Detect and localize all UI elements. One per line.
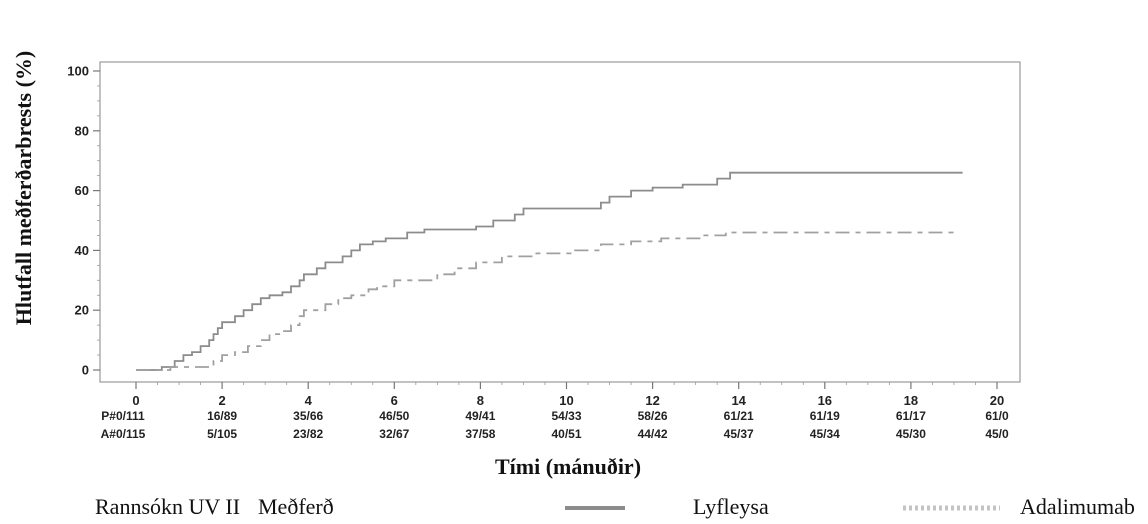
legend: Rannsókn UV II Meðferð Lyfleysa Adalimum… — [95, 494, 1135, 519]
risk-adalimumab-9: 45/30 — [896, 427, 926, 441]
legend-treatment-label: Meðferð — [258, 494, 334, 519]
risk-placebo-3: 46/50 — [379, 409, 409, 423]
series-line-adalimumab — [136, 231, 954, 371]
risk-placebo-prefix: P# — [101, 409, 116, 423]
x-tick-label-10: 10 — [559, 393, 573, 408]
x-tick-label-0: 0 — [132, 393, 139, 408]
x-tick-label-12: 12 — [645, 393, 659, 408]
risk-placebo-5: 54/33 — [551, 409, 581, 423]
x-tick-label-4: 4 — [305, 393, 313, 408]
risk-placebo-0: P#0/111 — [101, 409, 145, 423]
legend-placebo-label: Lyfleysa — [693, 494, 769, 519]
risk-adalimumab-prefix: A# — [101, 427, 117, 441]
risk-placebo-1: 16/89 — [207, 409, 237, 423]
risk-adalimumab-2: 23/82 — [293, 427, 323, 441]
risk-placebo-4: 49/41 — [465, 409, 495, 423]
risk-adalimumab-8: 45/34 — [810, 427, 840, 441]
x-tick-label-18: 18 — [904, 393, 918, 408]
risk-adalimumab-6: 44/42 — [638, 427, 668, 441]
x-tick-label-14: 14 — [731, 393, 746, 408]
risk-placebo-7: 61/21 — [724, 409, 754, 423]
risk-adalimumab-4: 37/58 — [465, 427, 495, 441]
series-layer — [136, 171, 963, 371]
risk-adalimumab-5: 40/51 — [551, 427, 581, 441]
series-line-lyfleysa — [136, 171, 963, 371]
risk-placebo-2: 35/66 — [293, 409, 323, 423]
x-tick-label-16: 16 — [818, 393, 832, 408]
risk-placebo-9: 61/17 — [896, 409, 926, 423]
x-axis-title: Tími (mánuðir) — [495, 454, 641, 479]
x-tick-label-20: 20 — [990, 393, 1004, 408]
risk-adalimumab-10: 45/0 — [985, 427, 1009, 441]
y-tick-label-100: 100 — [67, 64, 89, 79]
risk-placebo-10: 61/0 — [985, 409, 1009, 423]
risk-adalimumab-1: 5/105 — [207, 427, 237, 441]
y-tick-label-80: 80 — [75, 123, 89, 138]
x-axis-ticks: 0 2 4 6 8 10 12 14 16 18 20 — [132, 382, 1004, 408]
risk-placebo-8: 61/19 — [810, 409, 840, 423]
y-tick-label-20: 20 — [75, 303, 89, 318]
risk-adalimumab-7: 45/37 — [724, 427, 754, 441]
risk-adalimumab-3: 32/67 — [379, 427, 409, 441]
plot-frame — [99, 61, 1021, 383]
y-tick-label-60: 60 — [75, 183, 89, 198]
y-tick-label-0: 0 — [82, 363, 89, 378]
x-tick-label-2: 2 — [218, 393, 225, 408]
risk-adalimumab-0: A#0/115 — [101, 427, 146, 441]
y-axis-title: Hlutfall meðferðarbrests (%) — [11, 51, 36, 326]
risk-table: P#0/111 16/89 35/66 46/50 49/41 54/33 58/26 61/… — [101, 409, 1009, 441]
x-tick-label-6: 6 — [391, 393, 398, 408]
legend-adalimumab-label: Adalimumab — [1020, 494, 1135, 519]
x-tick-label-8: 8 — [477, 393, 484, 408]
y-axis-ticks: 0 20 40 60 80 100 — [67, 64, 100, 378]
y-tick-label-40: 40 — [75, 243, 89, 258]
legend-study-label: Rannsókn UV II — [95, 494, 240, 519]
risk-placebo-6: 58/26 — [638, 409, 668, 423]
